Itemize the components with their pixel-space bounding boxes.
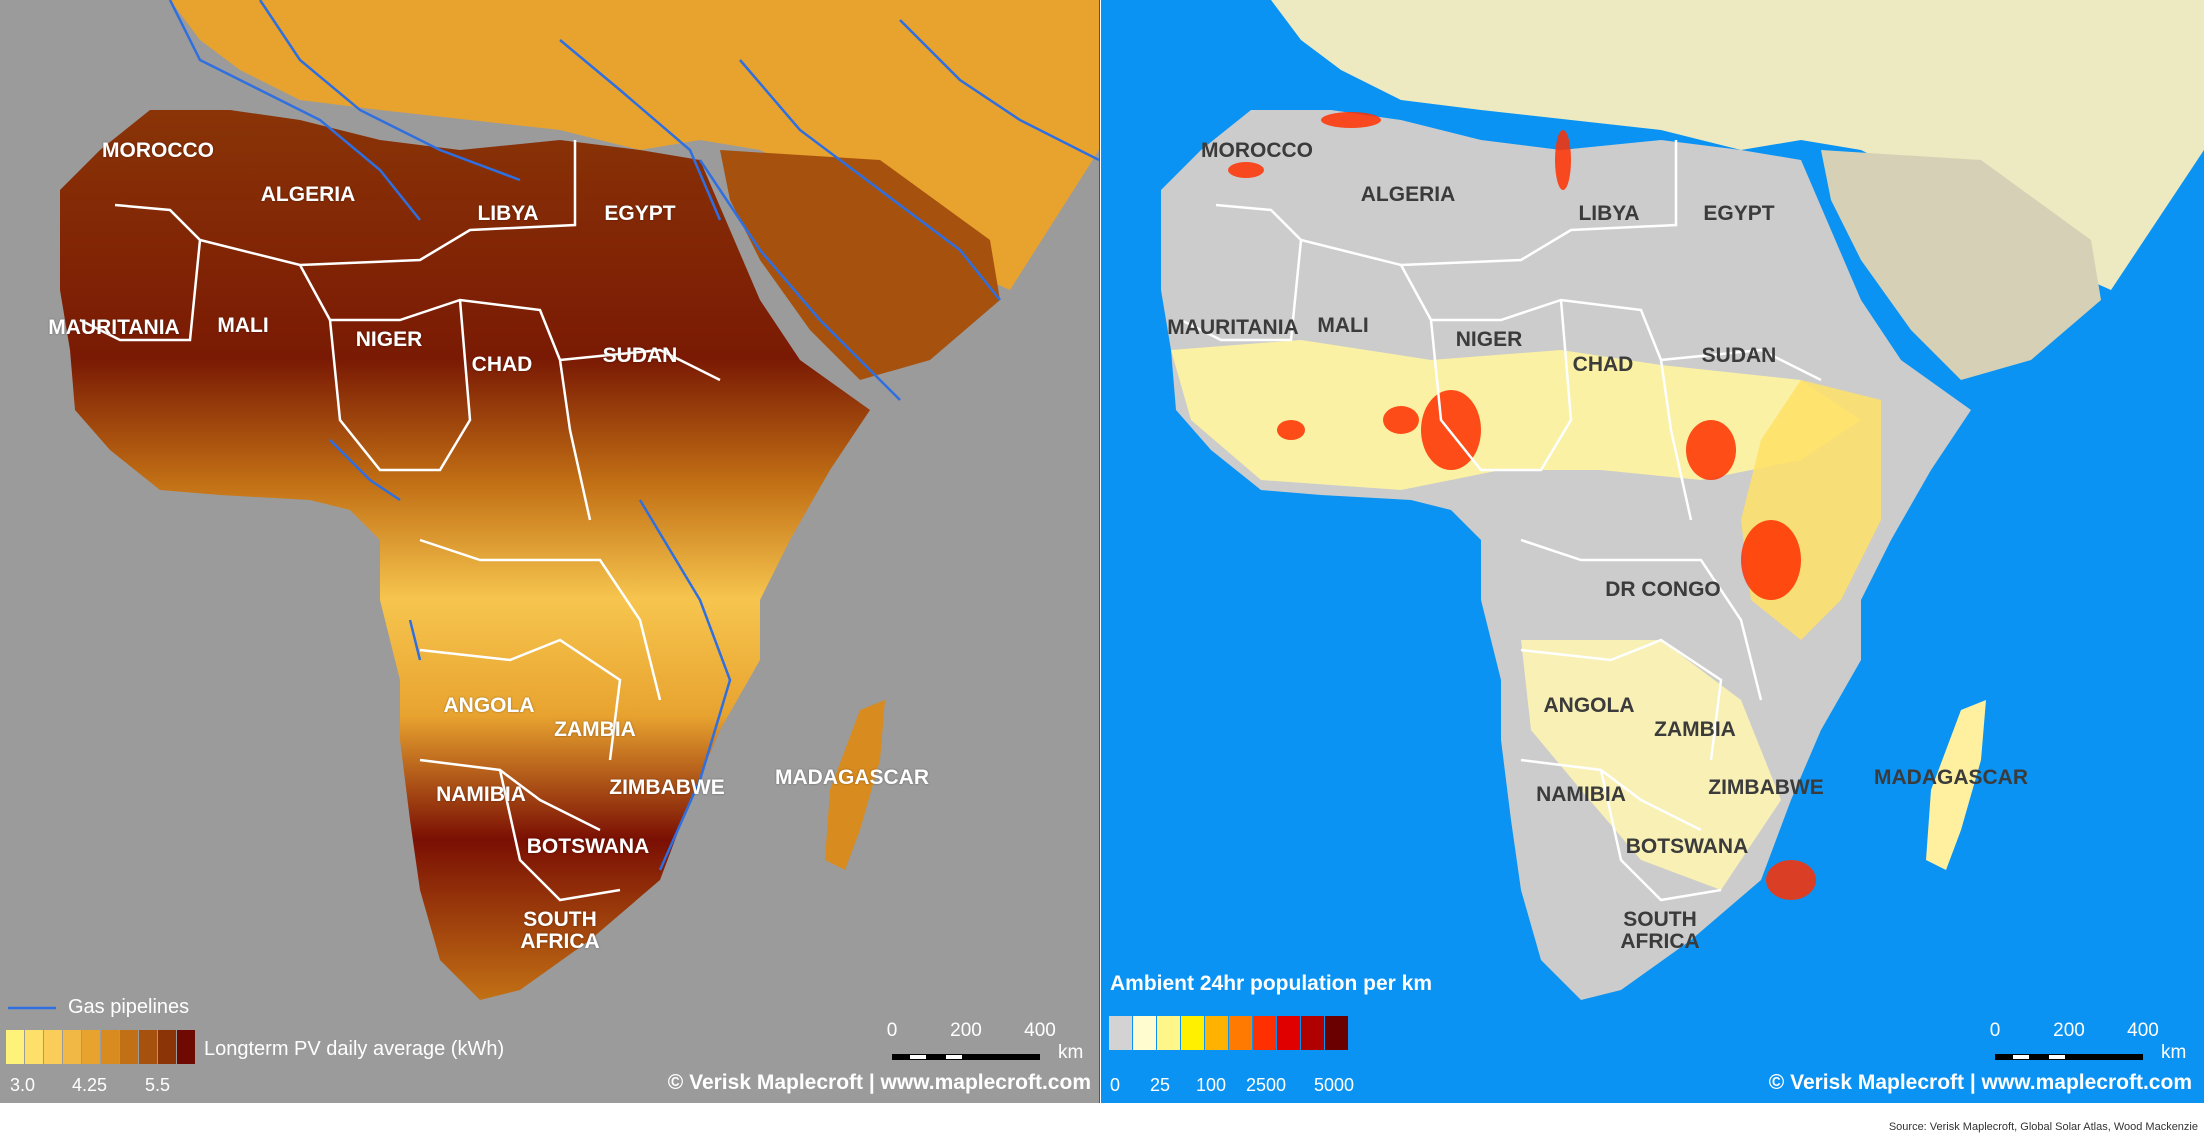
label-south-africa: SOUTH AFRICA — [520, 908, 600, 953]
legend-swatch — [101, 1030, 119, 1064]
scale-unit: km — [1058, 1042, 1084, 1063]
label-mali: MALI — [1317, 314, 1369, 337]
legend-swatch — [139, 1030, 157, 1064]
population-map-panel: MOROCCO ALGERIA LIBYA EGYPT MAURITANIA M… — [1101, 0, 2204, 1103]
label-algeria: ALGERIA — [1360, 183, 1456, 206]
scale-bar-right — [1995, 1054, 2143, 1060]
pipeline-legend-label: Gas pipelines — [68, 996, 190, 1018]
label-sudan: SUDAN — [1701, 344, 1777, 367]
legend-swatch — [1253, 1016, 1276, 1050]
scale-bar-left — [892, 1054, 1040, 1060]
label-zambia: ZAMBIA — [554, 718, 636, 741]
legend-swatch — [1277, 1016, 1300, 1050]
madagascar-landmass — [1926, 700, 1986, 870]
legend-swatch — [1325, 1016, 1348, 1050]
label-niger: NIGER — [355, 328, 423, 351]
label-south-africa: SOUTH AFRICA — [1620, 908, 1700, 953]
label-sudan: SUDAN — [602, 344, 678, 367]
scale-unit: km — [2161, 1042, 2187, 1063]
label-libya: LIBYA — [1578, 202, 1640, 225]
label-namibia: NAMIBIA — [436, 783, 526, 806]
legend-swatch — [44, 1030, 62, 1064]
label-dr-congo: DR CONGO — [1605, 578, 1721, 601]
copyright-left: © Verisk Maplecroft | www.maplecroft.com — [667, 1071, 1091, 1094]
label-angola: ANGOLA — [1543, 694, 1635, 717]
label-mali: MALI — [217, 314, 269, 337]
legend-swatch — [6, 1030, 24, 1064]
pv-tick: 5.5 — [145, 1075, 171, 1095]
label-botswana: BOTSWANA — [526, 835, 650, 858]
legend-swatch — [120, 1030, 138, 1064]
pop-tick: 25 — [1150, 1075, 1171, 1095]
population-legend-swatches — [1109, 1016, 1349, 1050]
label-egypt: EGYPT — [1703, 202, 1775, 225]
legend-swatch — [63, 1030, 81, 1064]
label-morocco: MOROCCO — [102, 139, 214, 162]
pop-tick: 2500 — [1246, 1075, 1287, 1095]
country-borders — [1180, 140, 1822, 902]
source-credit: Source: Verisk Maplecroft, Global Solar … — [1888, 1121, 2198, 1133]
pop-tick: 0 — [1110, 1075, 1121, 1095]
label-zimbabwe: ZIMBABWE — [609, 776, 725, 799]
legend-swatch — [1133, 1016, 1156, 1050]
scale-tick: 400 — [1024, 1020, 1056, 1041]
country-borders — [79, 140, 721, 902]
pop-tick: 100 — [1196, 1075, 1227, 1095]
legend-swatch — [158, 1030, 176, 1064]
label-madagascar: MADAGASCAR — [1874, 766, 2028, 789]
scale-tick: 0 — [1989, 1020, 2001, 1041]
label-zimbabwe: ZIMBABWE — [1708, 776, 1824, 799]
label-angola: ANGOLA — [443, 694, 535, 717]
scale-tick: 400 — [2127, 1020, 2159, 1041]
label-chad: CHAD — [1572, 353, 1634, 376]
pv-map-graphic — [8, 0, 1099, 1060]
scale-bar-right-labels: 0 200 400 km — [1990, 1020, 2187, 1063]
pv-tick: 3.0 — [10, 1075, 36, 1095]
arabia-landmass — [1821, 150, 2101, 380]
pv-legend-swatches — [6, 1030, 196, 1064]
label-egypt: EGYPT — [604, 202, 676, 225]
label-mauritania: MAURITANIA — [1167, 316, 1299, 339]
population-hotspots — [1228, 112, 1816, 900]
label-morocco: MOROCCO — [1201, 139, 1313, 162]
legend-swatch — [25, 1030, 43, 1064]
arabia-landmass — [720, 150, 1000, 380]
pv-tick: 4.25 — [72, 1075, 108, 1095]
label-chad: CHAD — [471, 353, 533, 376]
label-algeria: ALGERIA — [260, 183, 356, 206]
pv-legend-title: Longterm PV daily average (kWh) — [204, 1038, 505, 1060]
madagascar-landmass — [825, 700, 885, 870]
label-niger: NIGER — [1455, 328, 1523, 351]
scale-tick: 200 — [2053, 1020, 2085, 1041]
label-mauritania: MAURITANIA — [48, 316, 180, 339]
scale-tick: 200 — [950, 1020, 982, 1041]
label-madagascar: MADAGASCAR — [775, 766, 929, 789]
legend-swatch — [1301, 1016, 1324, 1050]
pop-tick: 5000 — [1314, 1075, 1355, 1095]
legend-swatch — [177, 1030, 195, 1064]
gas-pipelines — [168, 0, 1099, 871]
legend-swatch — [1109, 1016, 1132, 1050]
label-libya: LIBYA — [477, 202, 539, 225]
population-legend-title: Ambient 24hr population per km — [1110, 972, 1433, 995]
label-zambia: ZAMBIA — [1654, 718, 1736, 741]
label-botswana: BOTSWANA — [1625, 835, 1749, 858]
label-namibia: NAMIBIA — [1536, 783, 1626, 806]
legend-swatch — [1229, 1016, 1252, 1050]
legend-swatch — [1205, 1016, 1228, 1050]
scale-tick: 0 — [886, 1020, 898, 1041]
copyright-right: © Verisk Maplecroft | www.maplecroft.com — [1768, 1071, 2192, 1094]
legend-swatch — [1181, 1016, 1204, 1050]
legend-swatch — [82, 1030, 100, 1064]
legend-swatch — [1157, 1016, 1180, 1050]
scale-bar-left-labels: 0 200 400 km — [887, 1020, 1084, 1063]
southern-africa-population — [1521, 640, 1781, 890]
population-map-graphic — [1161, 0, 2204, 1060]
pv-map-panel: MOROCCO ALGERIA LIBYA EGYPT MAURITANIA M… — [0, 0, 1100, 1103]
